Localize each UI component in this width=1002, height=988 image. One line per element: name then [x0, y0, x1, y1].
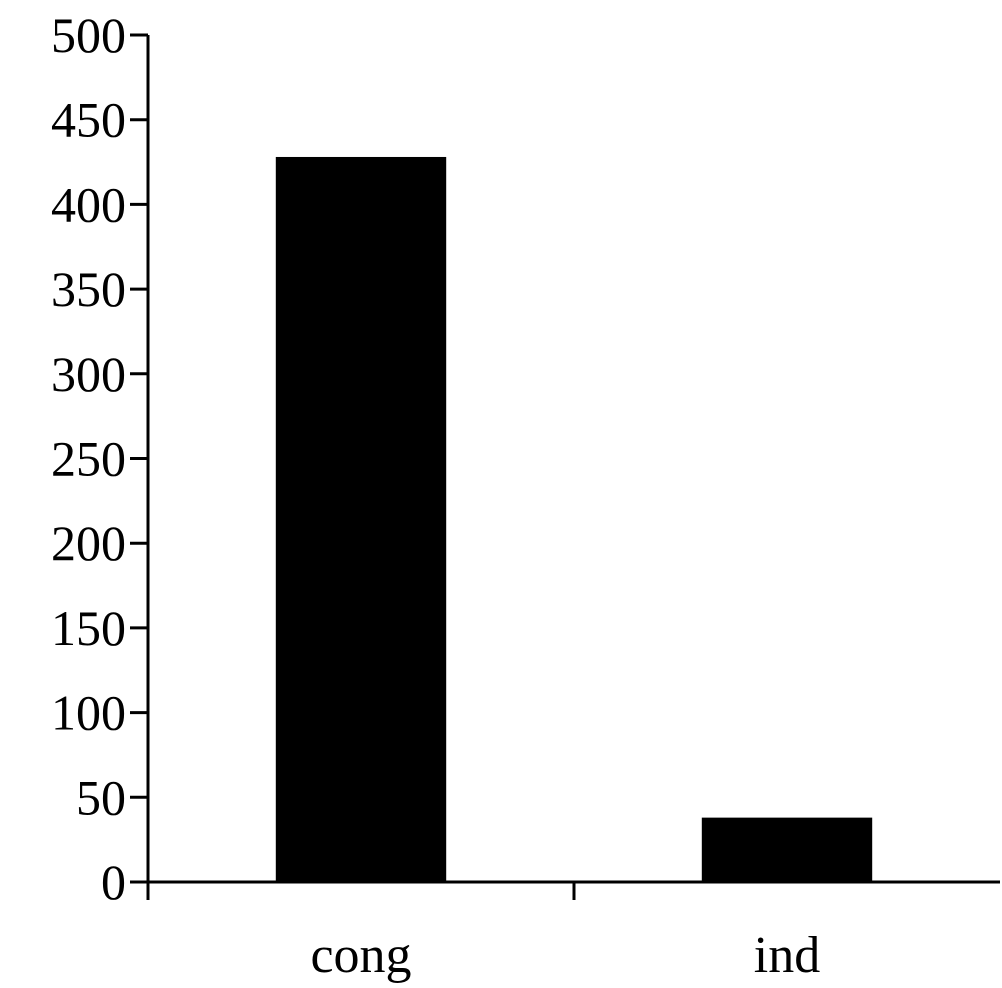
y-tick-label: 50: [76, 769, 126, 825]
y-axis: 0 50 100 150 200 250 300 350 400 450 500: [51, 7, 150, 910]
bars: [275, 156, 873, 882]
y-tick-label: 200: [51, 515, 126, 571]
y-tick-label: 250: [51, 431, 126, 487]
y-tick-label: 500: [51, 7, 126, 63]
x-category-label: cong: [310, 927, 411, 984]
bar-ind: [701, 817, 873, 882]
x-axis: [146, 880, 1000, 900]
y-tick-label: 350: [51, 261, 126, 317]
x-category-label: ind: [754, 927, 820, 984]
y-tick-label: 0: [101, 854, 126, 910]
y-tick-label: 150: [51, 600, 126, 656]
y-tick-label: 100: [51, 685, 126, 741]
y-tick-label: 400: [51, 176, 126, 232]
y-tick-label: 300: [51, 346, 126, 402]
category-labels: cong ind: [310, 927, 820, 984]
y-tick-label: 450: [51, 92, 126, 148]
bar-cong: [275, 156, 447, 882]
